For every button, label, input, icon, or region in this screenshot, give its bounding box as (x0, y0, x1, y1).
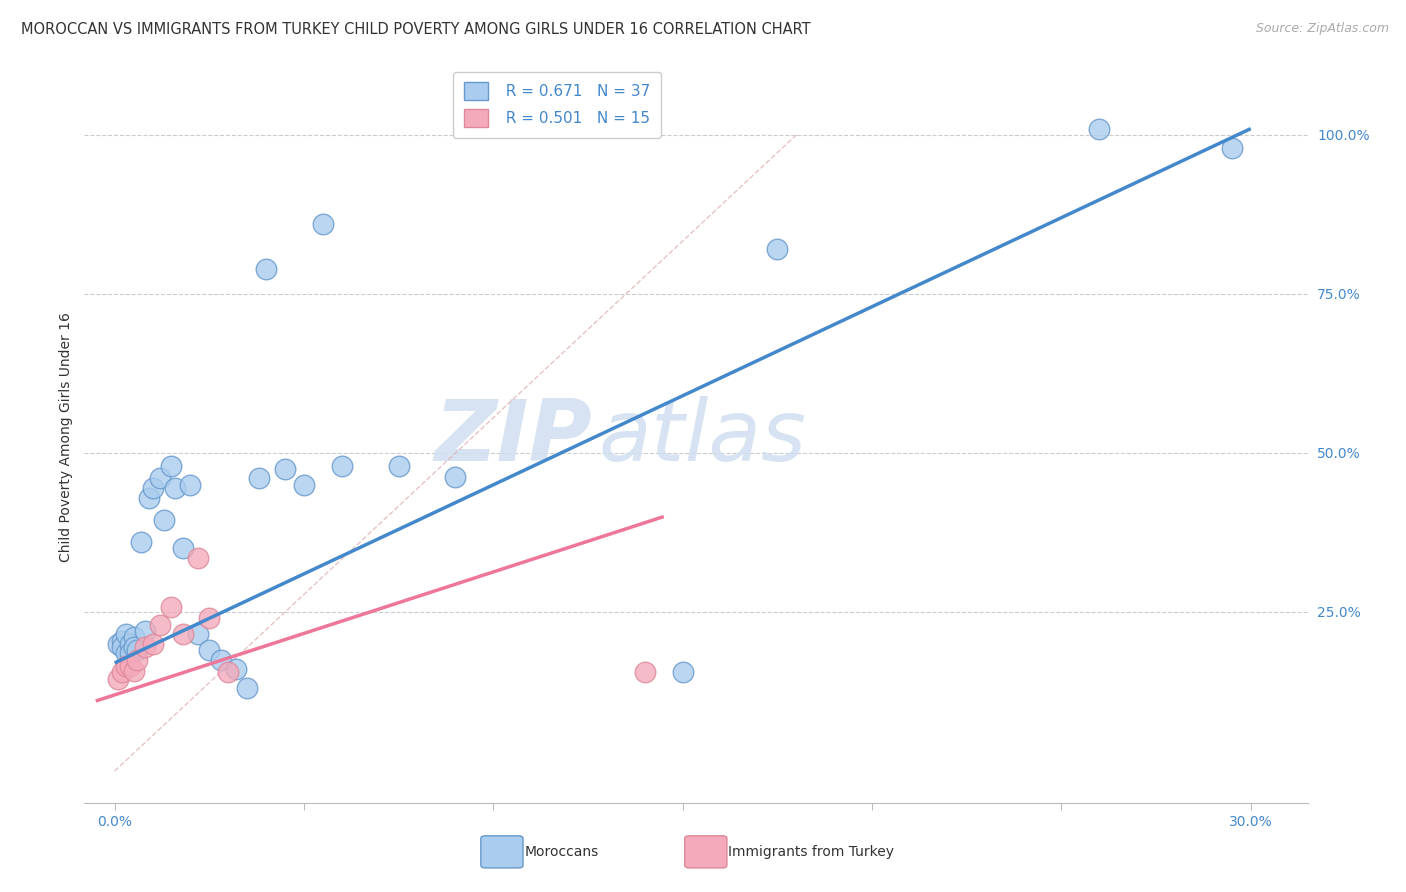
Legend:   R = 0.671   N = 37,   R = 0.501   N = 15: R = 0.671 N = 37, R = 0.501 N = 15 (453, 71, 661, 137)
Point (634, 665, 657, 679)
Point (179, 477, 201, 491)
Point (122, 664, 145, 678)
Point (153, 513, 176, 527)
Point (118, 646, 141, 660)
Point (115, 627, 138, 641)
Point (149, 617, 172, 632)
Text: Source: ZipAtlas.com: Source: ZipAtlas.com (1256, 22, 1389, 36)
Point (172, 627, 194, 641)
Point (187, 550, 209, 565)
Point (134, 640, 156, 654)
Point (141, 481, 163, 495)
Point (444, 470, 467, 484)
Point (118, 637, 141, 651)
Point (160, 458, 183, 473)
Point (141, 637, 163, 651)
Point (138, 491, 160, 505)
Point (111, 633, 134, 648)
Point (209, 653, 232, 667)
Point (274, 462, 297, 476)
Point (107, 672, 129, 686)
Point (330, 458, 353, 473)
Text: MOROCCAN VS IMMIGRANTS FROM TURKEY CHILD POVERTY AMONG GIRLS UNDER 16 CORRELATIO: MOROCCAN VS IMMIGRANTS FROM TURKEY CHILD… (21, 22, 811, 37)
Point (107, 637, 129, 651)
Point (672, 665, 695, 680)
Point (198, 643, 221, 657)
Point (160, 599, 183, 614)
Point (172, 541, 194, 556)
Text: ZIP: ZIP (434, 395, 592, 479)
Point (1220, 141, 1243, 155)
Point (388, 458, 411, 473)
Point (187, 627, 209, 641)
Point (254, 261, 277, 276)
Point (766, 243, 789, 257)
Point (225, 662, 247, 676)
Point (118, 659, 141, 673)
Point (198, 611, 221, 625)
Point (292, 477, 315, 491)
Point (134, 624, 156, 638)
Point (217, 665, 239, 680)
Text: Moroccans: Moroccans (524, 845, 599, 859)
Point (122, 631, 145, 645)
Point (111, 665, 134, 680)
Point (127, 643, 149, 657)
Point (247, 471, 270, 485)
Point (149, 471, 172, 485)
Point (115, 646, 138, 660)
Point (1088, 121, 1111, 136)
Text: atlas: atlas (598, 395, 806, 479)
Point (115, 659, 138, 673)
Point (165, 481, 187, 495)
Point (111, 640, 134, 654)
Y-axis label: Child Poverty Among Girls Under 16: Child Poverty Among Girls Under 16 (59, 312, 73, 562)
Point (236, 681, 259, 696)
Point (312, 217, 335, 231)
Point (127, 653, 149, 667)
Point (122, 640, 145, 654)
Text: Immigrants from Turkey: Immigrants from Turkey (728, 845, 894, 859)
Point (129, 535, 152, 549)
